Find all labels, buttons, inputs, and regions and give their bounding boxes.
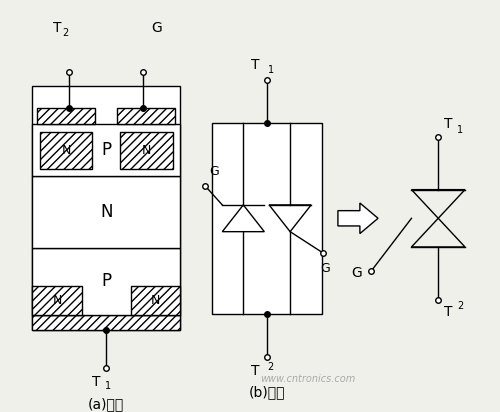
Bar (32, 124, 180, 176)
Text: T: T (444, 305, 452, 319)
Text: 1: 1 (458, 125, 464, 135)
Text: G: G (320, 262, 330, 275)
Text: (a)结构: (a)结构 (88, 397, 124, 411)
Text: G: G (209, 165, 218, 178)
Text: P: P (101, 272, 112, 290)
Text: P: P (101, 141, 112, 159)
Bar (32, 176, 180, 248)
Text: N: N (62, 144, 70, 157)
Text: T: T (444, 117, 452, 131)
Text: 2: 2 (62, 28, 68, 38)
Text: 2: 2 (458, 302, 464, 311)
Bar (32, 315, 180, 330)
Text: N: N (52, 294, 62, 307)
Text: G: G (351, 266, 362, 280)
Text: N: N (150, 294, 160, 307)
Polygon shape (338, 203, 378, 234)
Text: T: T (251, 58, 260, 72)
Text: T: T (251, 365, 260, 379)
Bar (32, 286, 82, 315)
Text: www.cntronics.com: www.cntronics.com (260, 374, 355, 384)
Text: G: G (151, 21, 162, 35)
Text: N: N (142, 144, 151, 157)
Bar (117, 108, 176, 124)
Bar (32, 248, 180, 315)
Bar (130, 286, 180, 315)
Bar (32, 87, 180, 330)
Bar (40, 132, 92, 169)
Text: T: T (53, 21, 62, 35)
Bar (120, 132, 172, 169)
Text: N: N (100, 203, 112, 221)
Text: 1: 1 (268, 65, 274, 75)
Text: 2: 2 (268, 362, 274, 372)
Text: T: T (92, 375, 101, 389)
Bar (212, 123, 322, 314)
Bar (37, 108, 95, 124)
Text: (b)电路: (b)电路 (248, 386, 285, 400)
Text: 1: 1 (105, 381, 111, 391)
